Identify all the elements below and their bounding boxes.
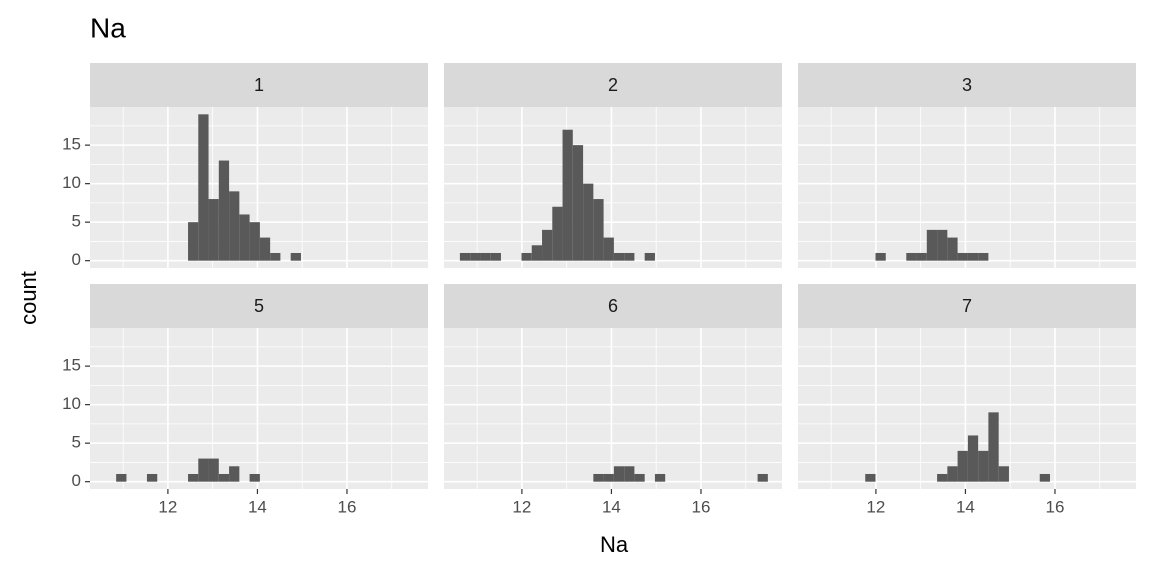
bar (270, 252, 281, 261)
y-tick-label: 5 (72, 433, 81, 452)
y-tick-label: 0 (72, 250, 81, 269)
bar (947, 466, 958, 482)
y-axis-label: count (16, 271, 41, 325)
bar (229, 191, 240, 261)
y-tick-label: 15 (62, 135, 81, 154)
panel-background (444, 328, 782, 489)
strip-label: 1 (254, 75, 264, 95)
bar (531, 245, 543, 261)
bar (188, 473, 199, 482)
bar (562, 129, 573, 261)
bar (613, 466, 625, 482)
bar (593, 199, 604, 261)
x-tick-label: 14 (248, 497, 267, 516)
bar (916, 252, 927, 261)
bar (552, 206, 563, 261)
x-tick-label: 14 (956, 497, 975, 516)
bar (593, 473, 604, 482)
x-tick-label: 12 (512, 497, 531, 516)
strip-label: 6 (608, 296, 618, 316)
strip (444, 63, 782, 107)
bar (572, 145, 584, 261)
panel-background (798, 107, 1136, 268)
bar (937, 473, 948, 482)
bar (188, 222, 199, 261)
bar (906, 252, 917, 261)
bar (624, 466, 635, 482)
bar (198, 114, 209, 261)
x-tick-label: 12 (866, 497, 885, 516)
bar (644, 252, 655, 261)
bar (218, 473, 230, 482)
bar (926, 229, 938, 261)
bar (978, 450, 989, 482)
y-tick-label: 15 (62, 356, 81, 375)
strip-label: 3 (962, 75, 972, 95)
strip-label: 2 (608, 75, 618, 95)
bar (208, 458, 219, 482)
x-tick-label: 16 (692, 497, 711, 516)
bar (634, 473, 645, 482)
strip (90, 63, 428, 107)
bar (249, 473, 260, 482)
bar (583, 183, 594, 261)
strip (798, 63, 1136, 107)
strip-label: 5 (254, 296, 264, 316)
x-tick-label: 12 (158, 497, 177, 516)
y-tick-label: 10 (62, 394, 81, 413)
bar (998, 466, 1009, 482)
bar (957, 450, 968, 482)
x-axis-label: Na (600, 532, 629, 557)
bar (218, 160, 230, 261)
bar (988, 412, 999, 482)
bar (259, 237, 271, 261)
bar (459, 252, 471, 261)
strip (798, 284, 1136, 328)
bar (624, 252, 635, 261)
bar (967, 435, 979, 482)
y-tick-label: 10 (62, 173, 81, 192)
bar (116, 473, 127, 482)
panel-background (90, 328, 428, 489)
y-tick-label: 0 (72, 471, 81, 490)
x-tick-label: 14 (602, 497, 621, 516)
x-tick-label: 16 (1046, 497, 1065, 516)
bar (198, 458, 209, 482)
bar (521, 252, 532, 261)
bar (542, 229, 553, 261)
bar (654, 473, 666, 482)
bar (613, 252, 625, 261)
bar (1039, 473, 1051, 482)
bar (146, 473, 158, 482)
bar (290, 252, 301, 261)
bar (249, 222, 260, 261)
bar (957, 252, 968, 261)
bar (603, 237, 614, 261)
bar (937, 229, 948, 261)
bar (757, 473, 768, 482)
x-tick-label: 16 (338, 497, 357, 516)
strip-label: 7 (962, 296, 972, 316)
bar (229, 466, 240, 482)
chart-title: Na (90, 12, 126, 43)
bar (978, 252, 989, 261)
bar (470, 252, 481, 261)
bar (480, 252, 491, 261)
bar (865, 473, 876, 482)
bar (490, 252, 501, 261)
bar (208, 199, 219, 261)
bar (947, 237, 958, 261)
strip (90, 284, 428, 328)
bar (875, 252, 886, 261)
bar (603, 473, 614, 482)
bar (967, 252, 979, 261)
y-tick-label: 5 (72, 212, 81, 231)
bar (239, 214, 250, 261)
strip (444, 284, 782, 328)
